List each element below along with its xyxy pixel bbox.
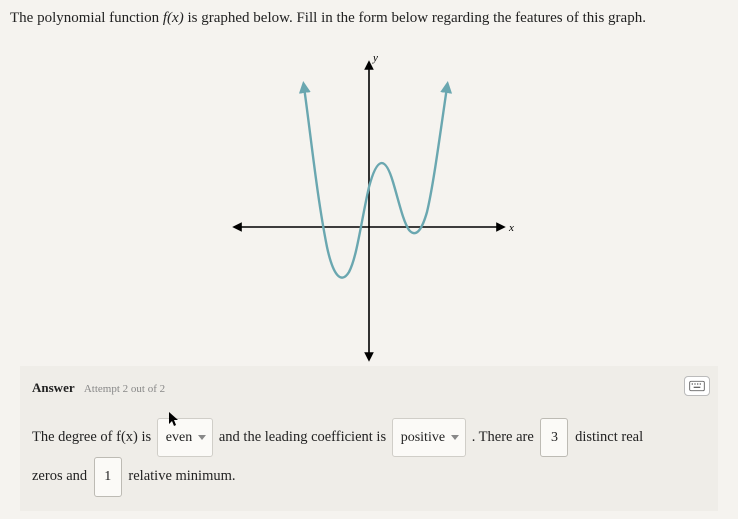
x-axis-label: x [508,222,514,234]
graph-container: x y [0,47,738,372]
answer-heading: Answer [32,380,75,395]
text-coef-prefix: and the leading coefficient is [219,429,390,445]
leading-coef-value: positive [401,421,445,455]
minima-input[interactable]: 1 [94,457,122,497]
zeros-input[interactable]: 3 [540,418,568,458]
chevron-down-icon [451,435,459,440]
chevron-down-icon [198,435,206,440]
text-relmin: relative minimum. [128,469,235,485]
question-prefix: The polynomial function [10,10,163,26]
leading-coef-select[interactable]: positive [392,418,466,458]
text-distinctreal: distinct real [575,429,643,445]
attempt-label: Attempt 2 out of 2 [84,383,165,395]
text-zerosand: zeros and [32,469,91,485]
question-text: The polynomial function f(x) is graphed … [0,0,738,29]
question-fx: f(x) [163,10,184,26]
polynomial-graph: x y [219,47,519,367]
text-thereare: . There are [472,429,538,445]
degree-select[interactable]: even [157,418,213,458]
question-suffix: is graphed below. Fill in the form below… [184,10,646,26]
degree-select-value: even [166,421,192,455]
answer-sentence: The degree of f(x) is even and the leadi… [32,418,706,497]
keyboard-icon [689,380,705,392]
y-axis-label: y [372,52,378,64]
answer-panel: Answer Attempt 2 out of 2 The degree of … [20,366,718,511]
text-degree-prefix: The degree of f(x) is [32,429,155,445]
polynomial-curve [304,87,447,278]
answer-heading-row: Answer Attempt 2 out of 2 [32,380,706,396]
keyboard-button[interactable] [684,376,710,396]
